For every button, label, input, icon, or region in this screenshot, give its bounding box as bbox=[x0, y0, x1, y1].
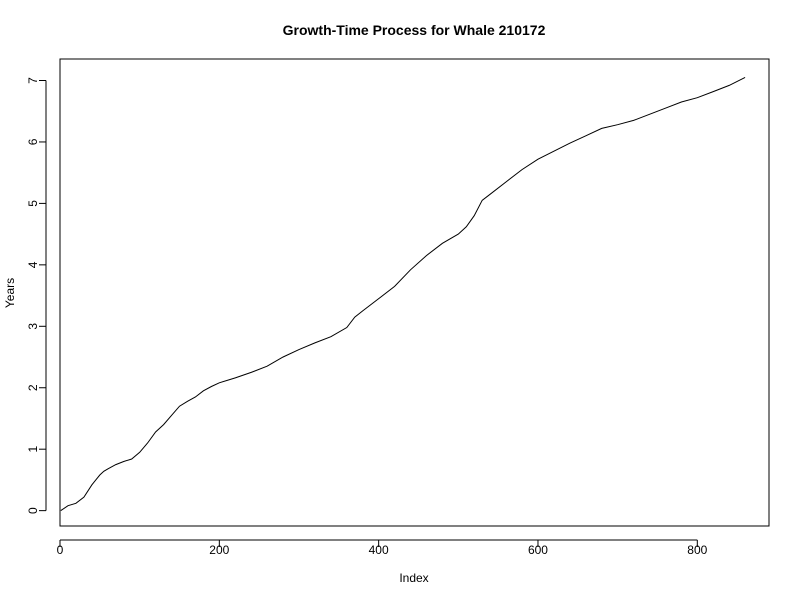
y-tick-label: 1 bbox=[26, 446, 40, 453]
plot-frame bbox=[59, 58, 770, 527]
y-tick-label: 0 bbox=[26, 507, 40, 514]
x-tick-label: 800 bbox=[687, 543, 707, 557]
y-tick-label: 4 bbox=[26, 261, 40, 268]
y-axis-label: Years bbox=[3, 278, 17, 308]
x-axis-label: Index bbox=[399, 571, 428, 585]
chart-title: Growth-Time Process for Whale 210172 bbox=[283, 22, 546, 38]
series-line bbox=[60, 76, 746, 512]
y-tick-label: 6 bbox=[26, 138, 40, 145]
x-tick-label: 600 bbox=[528, 543, 548, 557]
y-tick-label: 3 bbox=[26, 323, 40, 330]
x-tick-label: 400 bbox=[369, 543, 389, 557]
y-tick-label: 5 bbox=[26, 200, 40, 207]
y-tick-label: 2 bbox=[26, 384, 40, 391]
x-axis: 0 200 400 600 800 bbox=[57, 539, 708, 557]
y-tick-label: 7 bbox=[26, 77, 40, 84]
y-axis: 0 1 2 3 4 5 6 7 bbox=[26, 77, 47, 514]
x-tick-label: 0 bbox=[57, 543, 64, 557]
x-tick-label: 200 bbox=[209, 543, 229, 557]
